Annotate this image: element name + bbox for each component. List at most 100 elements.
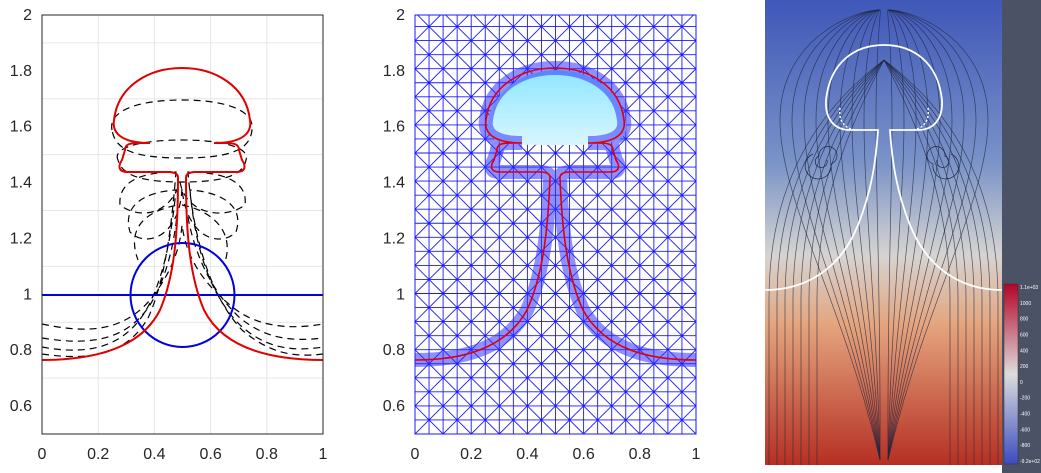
mesh-diagonal (470, 54, 486, 70)
left-xtick-labels: 0 0.2 0.4 0.6 0.8 1 (38, 446, 328, 463)
mesh-diagonal (611, 293, 627, 308)
mesh-diagonal (484, 180, 500, 196)
mesh-diagonal (498, 363, 514, 379)
mesh-diagonal (597, 26, 613, 41)
mesh-diagonal (639, 40, 655, 55)
colorbar-tick-label: 1000 (1020, 301, 1031, 307)
mesh-diagonal (625, 279, 641, 294)
mesh-diagonal (428, 40, 444, 55)
ytick-label: 0.6 (10, 398, 32, 415)
mesh-diagonal (470, 166, 486, 182)
mesh-diagonal (597, 279, 613, 294)
streamline (883, 59, 999, 465)
colorbar-tick-label: -400 (1020, 412, 1030, 418)
mesh-diagonal (681, 293, 696, 308)
mesh-diagonal (415, 166, 430, 182)
mesh-diagonal (653, 335, 669, 351)
mesh-diagonal (456, 293, 472, 308)
white-dotted-stem (839, 107, 929, 131)
mesh-diagonal (625, 377, 641, 393)
mesh-diagonal (484, 377, 500, 393)
mesh-diagonal (529, 15, 542, 27)
mesh-diagonal (428, 293, 444, 308)
mesh-diagonal (611, 26, 627, 41)
mesh-diagonal (470, 391, 486, 407)
colorbar-tick-label: 0 (1020, 380, 1023, 386)
mesh-diagonal (569, 194, 584, 210)
colorbar-tick-label: -200 (1020, 396, 1030, 402)
mesh-diagonal (527, 208, 542, 224)
streamline (887, 9, 905, 461)
mesh-diagonal (681, 222, 696, 238)
streamline (883, 59, 991, 465)
mesh-diagonal (653, 265, 669, 280)
mesh-diagonal (667, 391, 683, 407)
mesh-diagonal (470, 138, 486, 154)
streamline (887, 9, 989, 461)
mesh-diagonal (473, 15, 486, 27)
mesh-diagonal (667, 138, 683, 154)
mesh-diagonal (611, 419, 627, 434)
mesh-interface (415, 67, 696, 361)
mesh-diagonal (415, 194, 430, 210)
mesh-diagonal (611, 307, 627, 322)
mesh-diagonal (428, 321, 444, 336)
mesh-diagonal (541, 363, 556, 379)
mesh-diagonal (569, 208, 584, 224)
ytick-label: 1.6 (383, 119, 405, 136)
mesh-diagonal (653, 236, 669, 252)
mesh-diagonal (597, 293, 613, 308)
mesh-diagonal (470, 321, 486, 336)
mesh-diagonal (639, 208, 655, 224)
mesh-diagonal (456, 152, 472, 168)
mesh-diagonal (625, 293, 641, 308)
mesh-diagonal (527, 405, 542, 421)
mesh-diagonal (484, 54, 500, 70)
mesh-diagonal (442, 377, 458, 393)
mesh-diagonal (470, 208, 486, 224)
mesh-diagonal (470, 82, 486, 98)
mesh-diagonal (653, 293, 669, 308)
mesh-diagonal (541, 377, 556, 393)
mesh-diagonal (667, 307, 683, 322)
mesh-diagonal (625, 138, 641, 154)
colorbar-tick-label: 200 (1020, 364, 1029, 370)
mesh-diagonal (513, 194, 528, 210)
mesh-diagonal (456, 251, 472, 266)
mesh-diagonal (667, 124, 683, 140)
mesh-diagonal (639, 110, 655, 126)
mesh-diagonal (470, 40, 486, 55)
mesh-diagonal (428, 208, 444, 224)
mesh-diagonal (583, 251, 598, 266)
mesh-diagonal (415, 82, 430, 98)
mesh-diagonal (498, 293, 514, 308)
mesh-diagonal (555, 335, 570, 351)
mesh-diagonal (484, 15, 498, 27)
mesh-diagonal (667, 208, 683, 224)
mesh-diagonal (625, 236, 641, 252)
streamline (887, 9, 893, 461)
mesh-diagonal (428, 68, 444, 84)
mesh-diagonal (667, 251, 683, 266)
mesh-diagonal (639, 251, 655, 266)
mesh-diagonal (681, 419, 696, 434)
mesh-diagonal (597, 180, 613, 196)
mesh-diagonal (583, 222, 598, 238)
mesh-diagonal (442, 363, 458, 379)
mesh-diagonal (527, 419, 542, 434)
mesh-diagonal (583, 180, 598, 196)
mesh-diagonal (681, 236, 696, 252)
streamline (803, 9, 881, 461)
mesh-diagonal (667, 40, 683, 55)
mesh-diagonal (456, 138, 472, 154)
mesh-diagonal (513, 391, 528, 407)
mesh-diagonal (442, 82, 458, 98)
mesh-diagonal (527, 363, 542, 379)
mesh-diagonal (625, 166, 641, 182)
mesh-diagonal (415, 335, 430, 351)
mesh-diagonal (484, 321, 500, 336)
mesh-diagonal (498, 194, 514, 210)
right-plot: 1.1e+03 1000 800 600 400 200 0 -200 -400 -600 -800… (764, 0, 1041, 473)
xtick-label: 0.6 (572, 446, 594, 463)
mesh-diagonal (442, 124, 458, 140)
